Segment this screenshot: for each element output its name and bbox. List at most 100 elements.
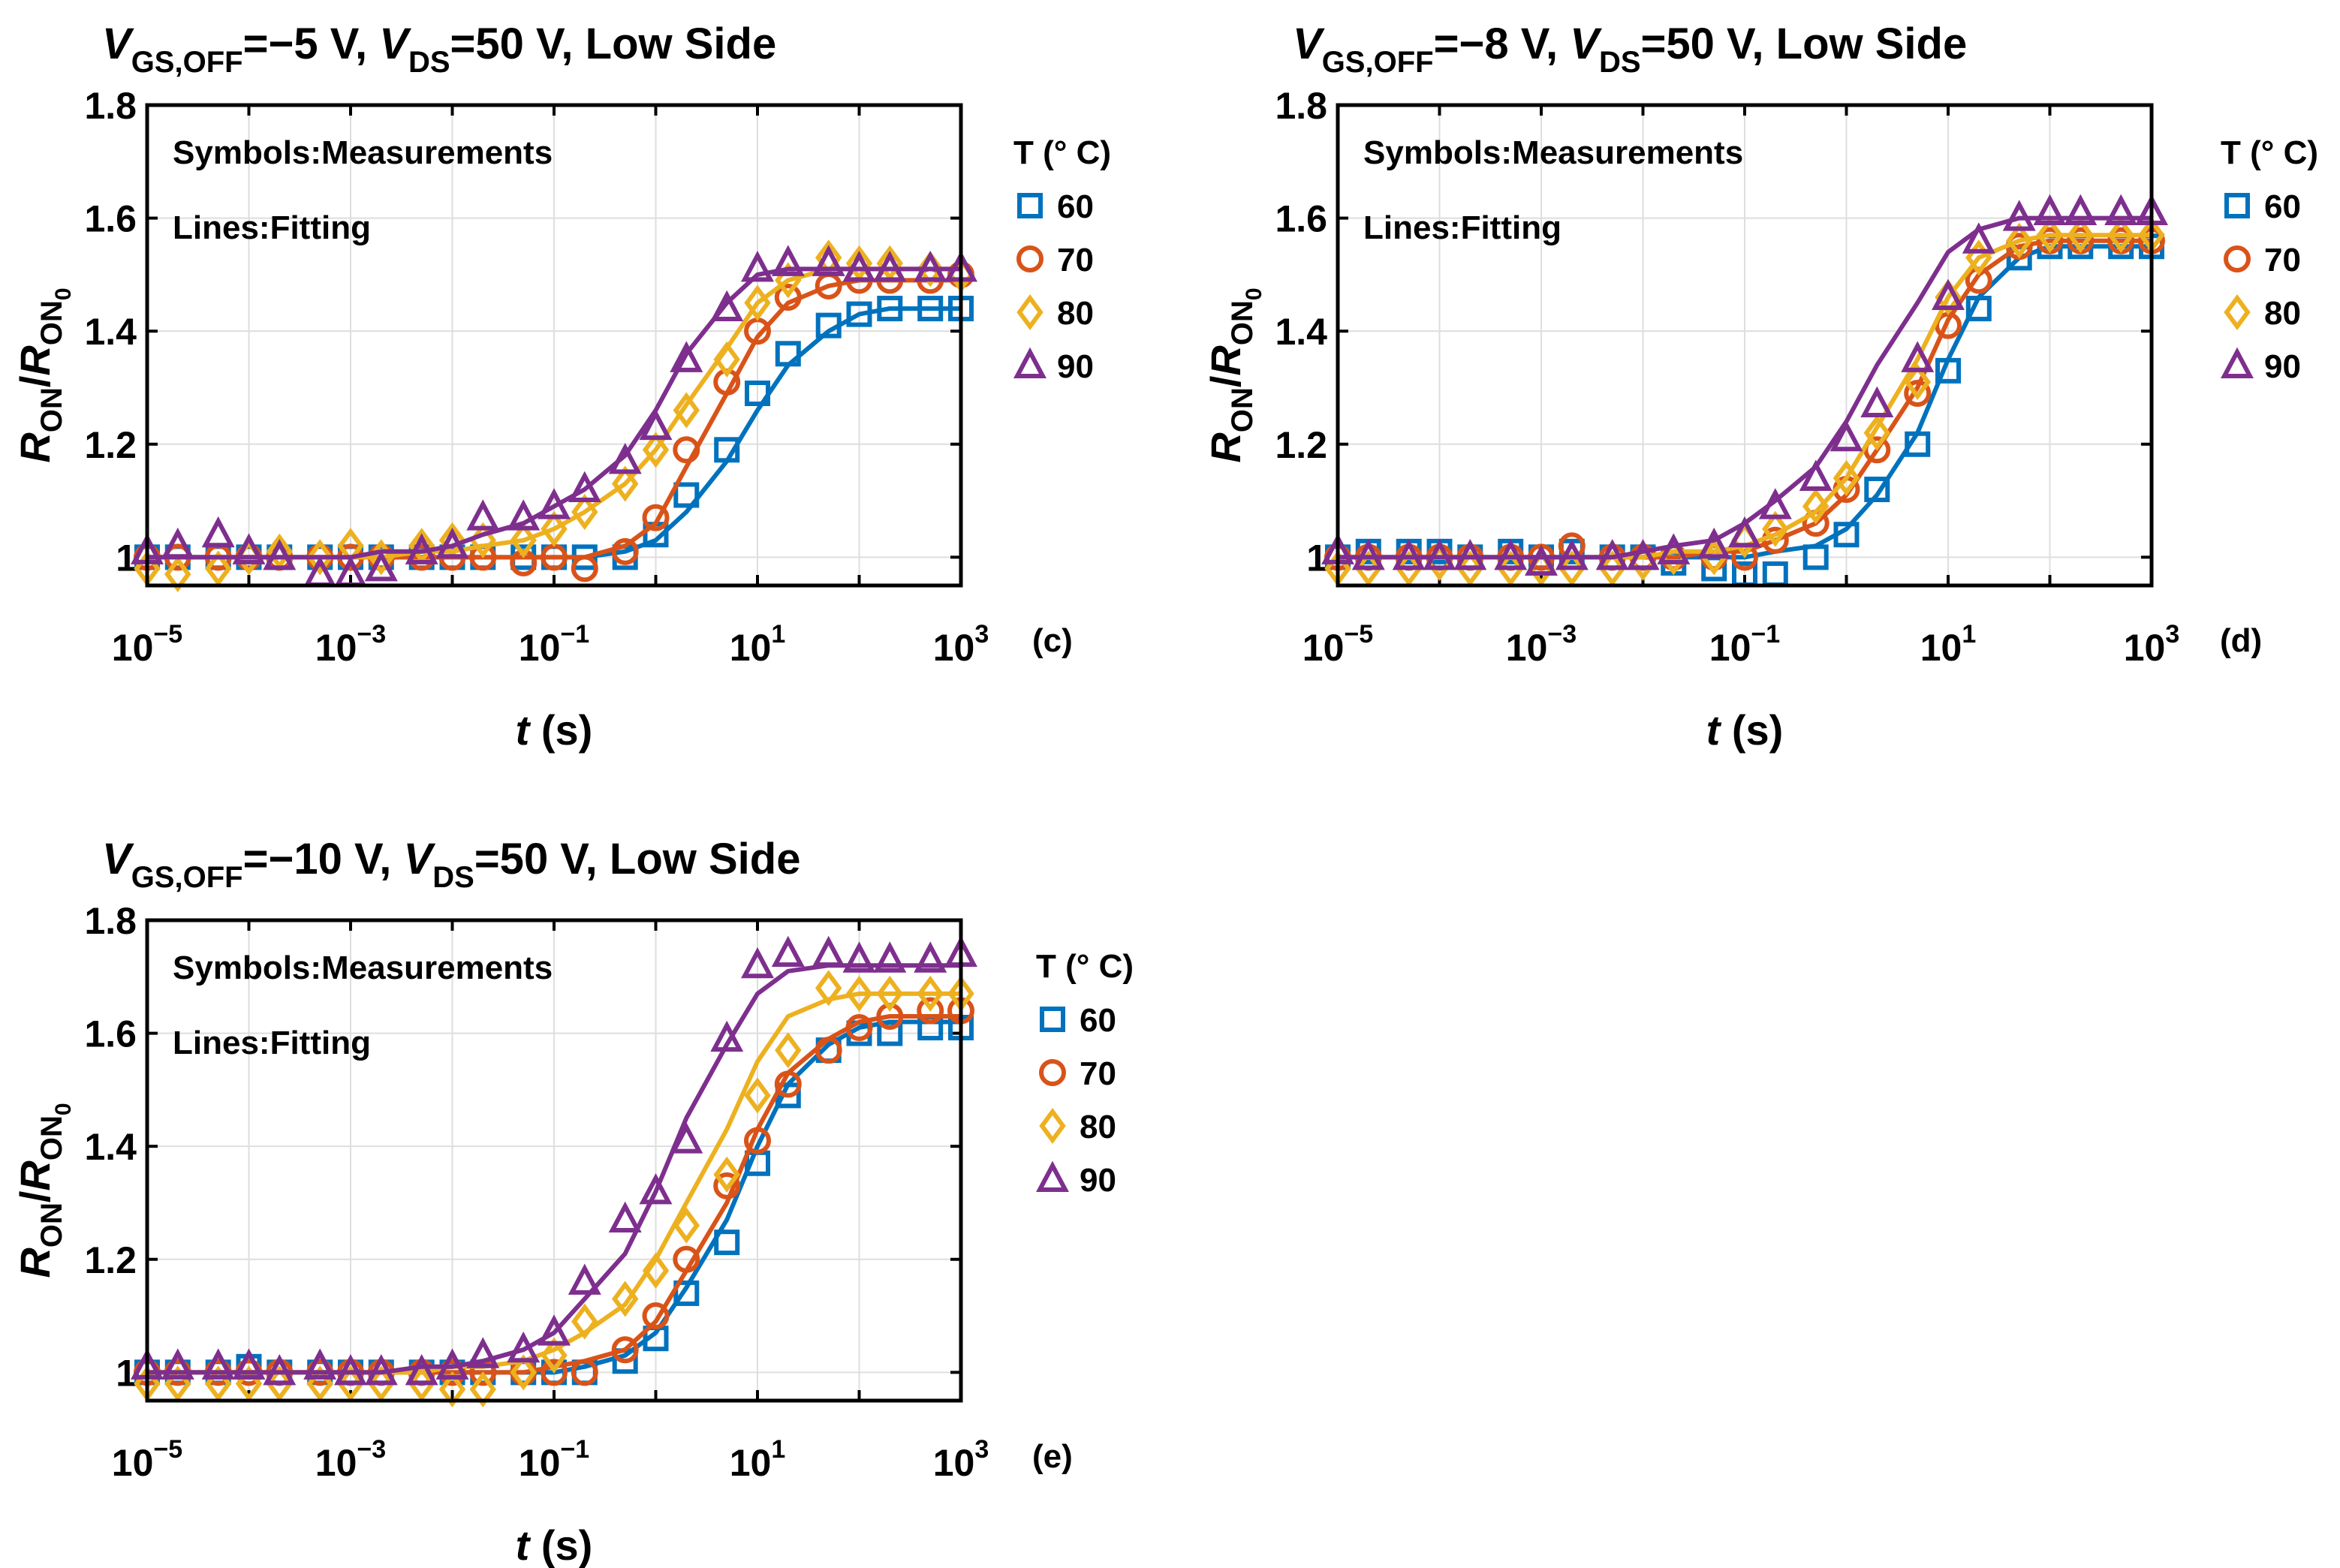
y-axis-var: R: [11, 1247, 59, 1278]
legend-marker-70: [1016, 245, 1044, 272]
legend: T (° C) 60 70 80 90: [2221, 134, 2318, 385]
data-point-90: [812, 935, 845, 968]
x-axis-var: t: [516, 706, 532, 754]
data-point-90: [405, 1353, 438, 1386]
data-point-80: [642, 432, 670, 468]
data-point-60: [917, 296, 944, 322]
axes-box: [1336, 103, 2154, 588]
data-point-90: [639, 408, 673, 441]
data-point-80: [1395, 550, 1423, 587]
y-tick-label: 1: [1306, 537, 1327, 579]
x-axis-label: t (s): [516, 1521, 593, 1568]
y-tick-label: 1.6: [84, 1013, 137, 1055]
title-text: =50 V, Low Side: [474, 835, 801, 883]
data-point-80: [1456, 550, 1484, 587]
data-point-90: [2104, 194, 2138, 226]
data-point-90: [568, 1263, 601, 1295]
data-point-90: [842, 250, 876, 282]
y-axis-var: R: [11, 432, 59, 463]
data-point-80: [438, 1371, 466, 1407]
data-point-90: [1962, 222, 1995, 254]
x-tick-label: 10−5: [112, 1435, 182, 1484]
data-point-90: [538, 1314, 571, 1346]
data-point-60: [775, 341, 801, 367]
data-point-90: [435, 527, 469, 559]
data-point-80: [713, 1156, 740, 1193]
data-point-60: [1935, 357, 1961, 384]
data-point-60: [673, 482, 700, 508]
x-tick-base: 10: [112, 1442, 154, 1484]
data-point-90: [873, 250, 907, 282]
legend-label: 90: [1057, 348, 1094, 385]
plot-annotation: Symbols:Measurements: [173, 950, 553, 986]
data-point-80: [408, 1365, 435, 1402]
data-point-80: [876, 975, 904, 1012]
legend-title: T (° C): [1013, 134, 1111, 171]
data-point-90: [1697, 527, 1731, 559]
y-tick-label: 1.6: [1275, 198, 1327, 240]
data-point-60: [1965, 296, 1992, 322]
data-point-70: [611, 1336, 639, 1364]
data-point-90: [710, 1020, 744, 1052]
data-point-90: [263, 538, 297, 570]
data-point-90: [842, 941, 876, 973]
data-point-80: [1904, 363, 1931, 400]
legend-label: 80: [2264, 295, 2301, 332]
y-axis-label: RON/RON0: [11, 1103, 76, 1278]
data-point-90: [161, 1348, 194, 1380]
data-point-90: [232, 1348, 266, 1380]
legend-marker-90: [1013, 347, 1047, 378]
x-axis-unit: (s): [529, 706, 592, 754]
data-point-80: [571, 1303, 598, 1340]
y-tick-label: 1.4: [84, 311, 137, 353]
data-point-90: [914, 941, 947, 973]
data-point-60: [745, 381, 770, 406]
data-point-80: [164, 555, 191, 592]
data-point-80: [571, 494, 598, 531]
legend-label: 70: [1080, 1055, 1116, 1092]
data-point-70: [571, 555, 598, 582]
chart-panel-0: 11.21.41.61.810−5 10−3 10−1 101 103Symbols:M…: [11, 20, 1111, 754]
data-point-80: [2005, 222, 2033, 259]
x-axis-label: t (s): [516, 706, 593, 754]
panel-letter: (c): [1032, 622, 1073, 659]
data-point-90: [1555, 538, 1589, 570]
title-subscript: GS,OFF: [1322, 46, 1434, 79]
data-point-90: [1758, 488, 1792, 519]
y-axis-subsubscript: 0: [51, 1103, 76, 1115]
data-point-80: [510, 1354, 537, 1391]
data-point-90: [812, 245, 845, 276]
x-tick-label: 10−3: [315, 1435, 386, 1484]
data-point-90: [1453, 538, 1487, 570]
data-point-70: [845, 1014, 873, 1042]
title-var: V: [1293, 20, 1325, 68]
x-tick-exponent: 3: [974, 620, 989, 649]
data-point-90: [201, 516, 235, 548]
data-point-80: [611, 465, 639, 502]
data-point-90: [538, 488, 571, 519]
panel-letter: (d): [2220, 622, 2262, 659]
y-axis-subscript: ON: [35, 1202, 68, 1247]
data-point-70: [541, 1359, 568, 1386]
data-point-60: [714, 437, 740, 463]
x-tick-base: 10: [112, 627, 154, 669]
y-axis-slash: /: [11, 1190, 59, 1202]
data-point-80: [1598, 550, 1626, 587]
y-tick-label: 1.8: [84, 900, 137, 942]
y-axis-label: RON/RON0: [1202, 287, 1266, 462]
title-var: V: [379, 20, 411, 68]
data-point-90: [405, 533, 438, 564]
data-point-80: [1700, 539, 1727, 576]
y-axis-slash: /: [1202, 375, 1249, 387]
data-point-90: [2064, 194, 2098, 226]
legend: T (° C) 60 70 80 90: [1013, 134, 1111, 385]
data-point-80: [2036, 217, 2064, 254]
data-point-70: [815, 1037, 842, 1064]
legend-marker-60: [1017, 193, 1043, 218]
x-tick-label: 103: [933, 620, 989, 669]
legend-marker-60: [2224, 193, 2250, 218]
chart-title: VGS,OFF=−10 V, VDS=50 V, Low Side: [102, 835, 800, 894]
x-tick-label: 10−5: [112, 620, 182, 669]
data-point-90: [1830, 420, 1863, 452]
